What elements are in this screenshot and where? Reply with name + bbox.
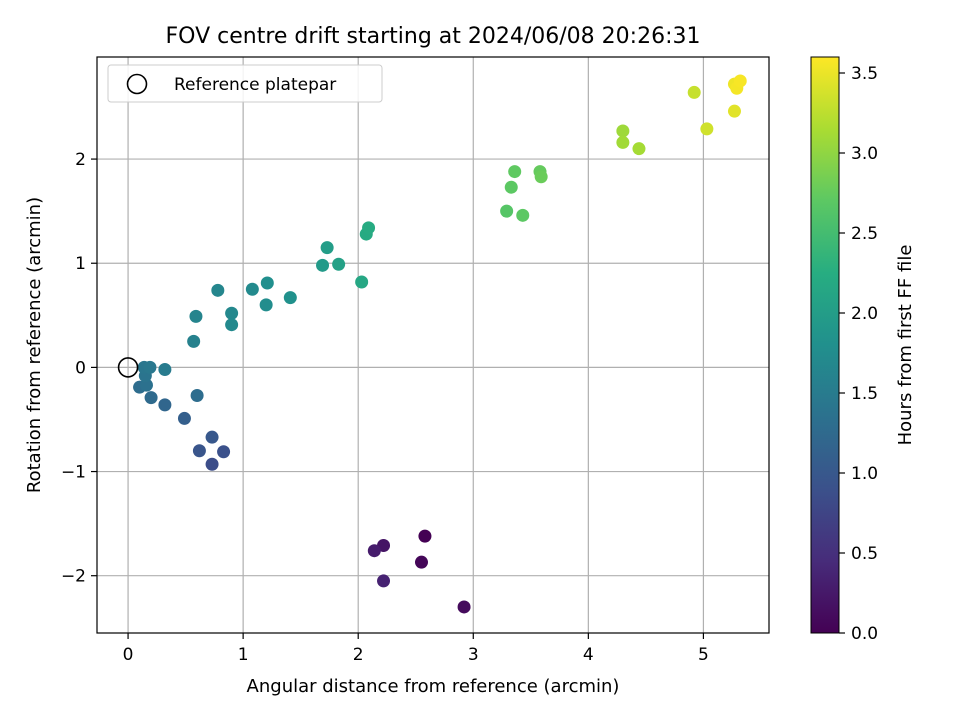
x-tick-label: 1 (238, 645, 249, 665)
data-point (320, 241, 334, 255)
data-point (414, 555, 428, 569)
data-point (504, 180, 518, 194)
data-point (516, 208, 530, 222)
colorbar-tick-label: 1.0 (851, 464, 878, 484)
colorbar-tick-label: 2.0 (851, 304, 878, 324)
data-point (177, 411, 191, 425)
colorbar-tick-label: 1.5 (851, 384, 878, 404)
data-point (332, 257, 346, 271)
x-tick-label: 0 (123, 645, 134, 665)
plot-background (97, 57, 769, 633)
data-point (217, 445, 231, 459)
colorbar-label: Hours from first FF file (895, 245, 916, 446)
data-point (245, 282, 259, 296)
data-point (687, 85, 701, 99)
data-point (211, 283, 225, 297)
data-point (225, 318, 239, 332)
y-tick-label: −2 (61, 567, 86, 587)
data-point (500, 204, 514, 218)
data-point (187, 334, 201, 348)
data-point (508, 165, 522, 179)
colorbar-ticks: 0.0 0.5 1.0 1.5 2.0 2.5 3.0 3.5 (839, 64, 878, 644)
y-tick-label: 0 (75, 358, 86, 378)
y-axis-ticks: −2 −1 0 1 2 (61, 150, 97, 587)
data-point (534, 170, 548, 184)
colorbar-tick-label: 3.0 (851, 144, 878, 164)
x-tick-label: 3 (468, 645, 479, 665)
colorbar-tick-label: 3.5 (851, 64, 878, 84)
data-point (362, 221, 376, 235)
data-point (457, 600, 471, 614)
y-tick-label: 2 (75, 150, 86, 170)
y-tick-label: −1 (61, 463, 86, 483)
colorbar-tick-label: 0.5 (851, 544, 878, 564)
legend: Reference platepar (107, 64, 383, 103)
data-point (418, 529, 432, 543)
data-point (377, 574, 391, 588)
y-tick-label: 1 (75, 254, 86, 274)
data-point (355, 275, 369, 289)
x-tick-label: 2 (353, 645, 364, 665)
data-point (616, 135, 630, 149)
data-point (367, 544, 381, 558)
data-point (632, 142, 646, 156)
legend-marker-icon (126, 73, 148, 95)
legend-box (107, 64, 383, 103)
data-point (158, 362, 172, 376)
plot-frame (96, 56, 770, 634)
colorbar (810, 56, 840, 634)
reference-platepar-marker (117, 357, 139, 378)
colorbar-tick-label: 0.0 (851, 624, 878, 644)
data-point (283, 291, 297, 305)
chart-title: FOV centre drift starting at 2024/06/08 … (166, 24, 701, 49)
x-axis-label: Angular distance from reference (arcmin) (247, 676, 620, 697)
x-axis-ticks: 0 1 2 3 4 5 (123, 633, 709, 665)
grid (97, 57, 769, 633)
data-point (733, 74, 747, 88)
data-point (205, 430, 219, 444)
legend-label: Reference platepar (174, 75, 336, 95)
data-point (158, 398, 172, 412)
data-point (727, 104, 741, 118)
data-point (205, 457, 219, 471)
data-point (190, 389, 204, 403)
data-point (259, 298, 273, 312)
data-point (616, 124, 630, 138)
data-point (225, 306, 239, 320)
data-points (133, 74, 747, 614)
data-point (260, 276, 274, 290)
y-axis-label: Rotation from reference (arcmin) (24, 197, 45, 493)
data-point (316, 258, 330, 272)
x-tick-label: 5 (698, 645, 709, 665)
data-point (144, 391, 158, 405)
data-point (143, 360, 157, 374)
x-tick-label: 4 (583, 645, 594, 665)
colorbar-tick-label: 2.5 (851, 224, 878, 244)
data-point (192, 444, 206, 458)
data-point (189, 309, 203, 323)
data-point (700, 122, 714, 136)
